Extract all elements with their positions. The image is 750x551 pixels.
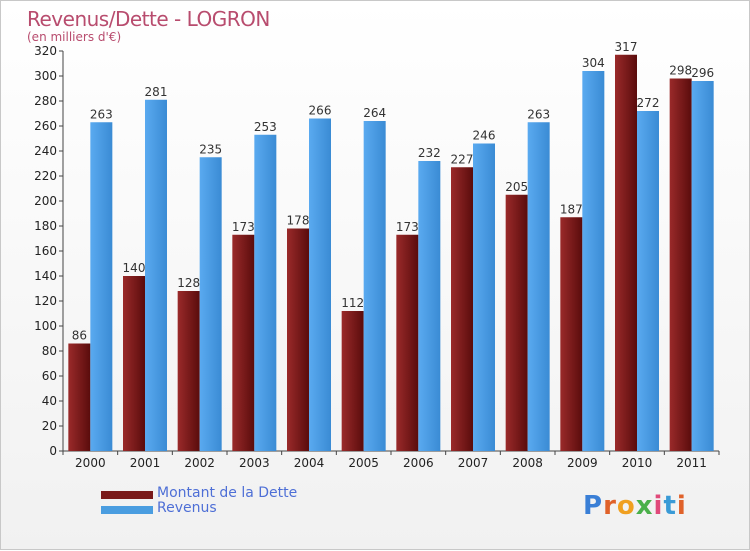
data-label-dette: 205 [505, 180, 528, 194]
bar-revenus [473, 143, 495, 451]
y-tick-label: 180 [34, 219, 57, 233]
y-tick-label: 140 [34, 269, 57, 283]
legend-label-revenus: Revenus [157, 500, 217, 516]
legend-label-dette: Montant de la Dette [157, 485, 298, 501]
bar-revenus [145, 99, 167, 451]
logo-letter: i [676, 491, 687, 521]
chart-subtitle: (en milliers d'€) [27, 30, 122, 44]
data-label-revenus: 281 [145, 85, 168, 99]
data-label-dette: 173 [232, 220, 255, 234]
legend-swatch-revenus [101, 506, 153, 514]
data-label-revenus: 263 [527, 107, 550, 121]
bar-dette [232, 234, 255, 451]
data-label-dette: 178 [287, 214, 310, 228]
x-tick-label: 2001 [130, 456, 161, 470]
data-label-dette: 227 [451, 152, 474, 166]
y-tick-label: 80 [42, 344, 57, 358]
y-tick-label: 120 [34, 294, 57, 308]
x-tick-label: 2007 [458, 456, 489, 470]
y-tick-label: 60 [42, 369, 57, 383]
x-tick-label: 2005 [348, 456, 379, 470]
data-label-dette: 128 [177, 276, 200, 290]
x-tick-label: 2002 [184, 456, 215, 470]
y-tick-label: 280 [34, 94, 57, 108]
x-tick-label: 2004 [294, 456, 325, 470]
proxiti-logo: Proxiti [583, 491, 687, 521]
x-tick-label: 2010 [622, 456, 653, 470]
bar-dette [341, 311, 364, 451]
y-tick-label: 260 [34, 119, 57, 133]
bar-dette [451, 167, 473, 451]
chart-title: Revenus/Dette - LOGRON [27, 7, 270, 31]
bar-revenus [691, 81, 714, 451]
data-label-revenus: 272 [637, 96, 660, 110]
logo-letter: i [653, 491, 664, 521]
logo-letter: o [616, 491, 636, 521]
logo-letter: x [635, 491, 654, 521]
bar-dette [396, 234, 419, 451]
y-tick-label: 220 [34, 169, 57, 183]
y-tick-label: 320 [34, 44, 57, 58]
data-label-revenus: 296 [691, 66, 714, 80]
bar-revenus [254, 134, 277, 451]
data-label-revenus: 304 [582, 56, 605, 70]
legend-swatch-dette [101, 491, 153, 499]
y-tick-label: 200 [34, 194, 57, 208]
bar-revenus [527, 122, 550, 451]
x-tick-label: 2011 [676, 456, 707, 470]
x-tick-label: 2008 [512, 456, 543, 470]
bar-dette [505, 194, 528, 451]
data-label-revenus: 264 [363, 106, 386, 120]
data-label-dette: 112 [341, 296, 364, 310]
bar-dette [669, 78, 692, 451]
y-tick-label: 300 [34, 69, 57, 83]
data-label-revenus: 232 [418, 146, 441, 160]
y-tick-label: 160 [34, 244, 57, 258]
x-tick-label: 2006 [403, 456, 434, 470]
y-tick-label: 40 [42, 394, 57, 408]
bar-revenus [582, 71, 605, 451]
logo-letter: P [583, 491, 604, 521]
x-tick-label: 2003 [239, 456, 270, 470]
bar-revenus [90, 122, 113, 451]
data-label-dette: 173 [396, 220, 419, 234]
data-label-revenus: 235 [199, 142, 222, 156]
data-label-revenus: 246 [473, 129, 496, 143]
bar-dette [123, 276, 145, 451]
y-tick-label: 20 [42, 419, 57, 433]
data-label-revenus: 253 [254, 120, 277, 134]
bar-dette [615, 54, 637, 451]
data-label-dette: 140 [123, 261, 146, 275]
x-tick-label: 2000 [75, 456, 106, 470]
bar-dette [68, 343, 91, 451]
logo-letter: r [603, 491, 617, 521]
data-label-revenus: 266 [309, 104, 332, 118]
y-tick-label: 0 [49, 444, 57, 458]
bar-revenus [309, 118, 331, 451]
bar-revenus [363, 121, 386, 451]
bar-dette [287, 228, 309, 451]
bar-revenus [637, 111, 659, 451]
data-label-revenus: 263 [90, 107, 113, 121]
bar-revenus [418, 161, 441, 451]
logo-letter: t [663, 491, 677, 521]
bar-dette [560, 217, 583, 451]
data-label-dette: 86 [72, 329, 87, 343]
data-label-dette: 298 [669, 64, 692, 78]
bar-dette [177, 291, 200, 451]
data-label-dette: 187 [560, 202, 583, 216]
data-label-dette: 317 [615, 40, 638, 54]
y-tick-label: 240 [34, 144, 57, 158]
x-tick-label: 2009 [567, 456, 598, 470]
bar-revenus [199, 157, 222, 451]
y-tick-label: 100 [34, 319, 57, 333]
